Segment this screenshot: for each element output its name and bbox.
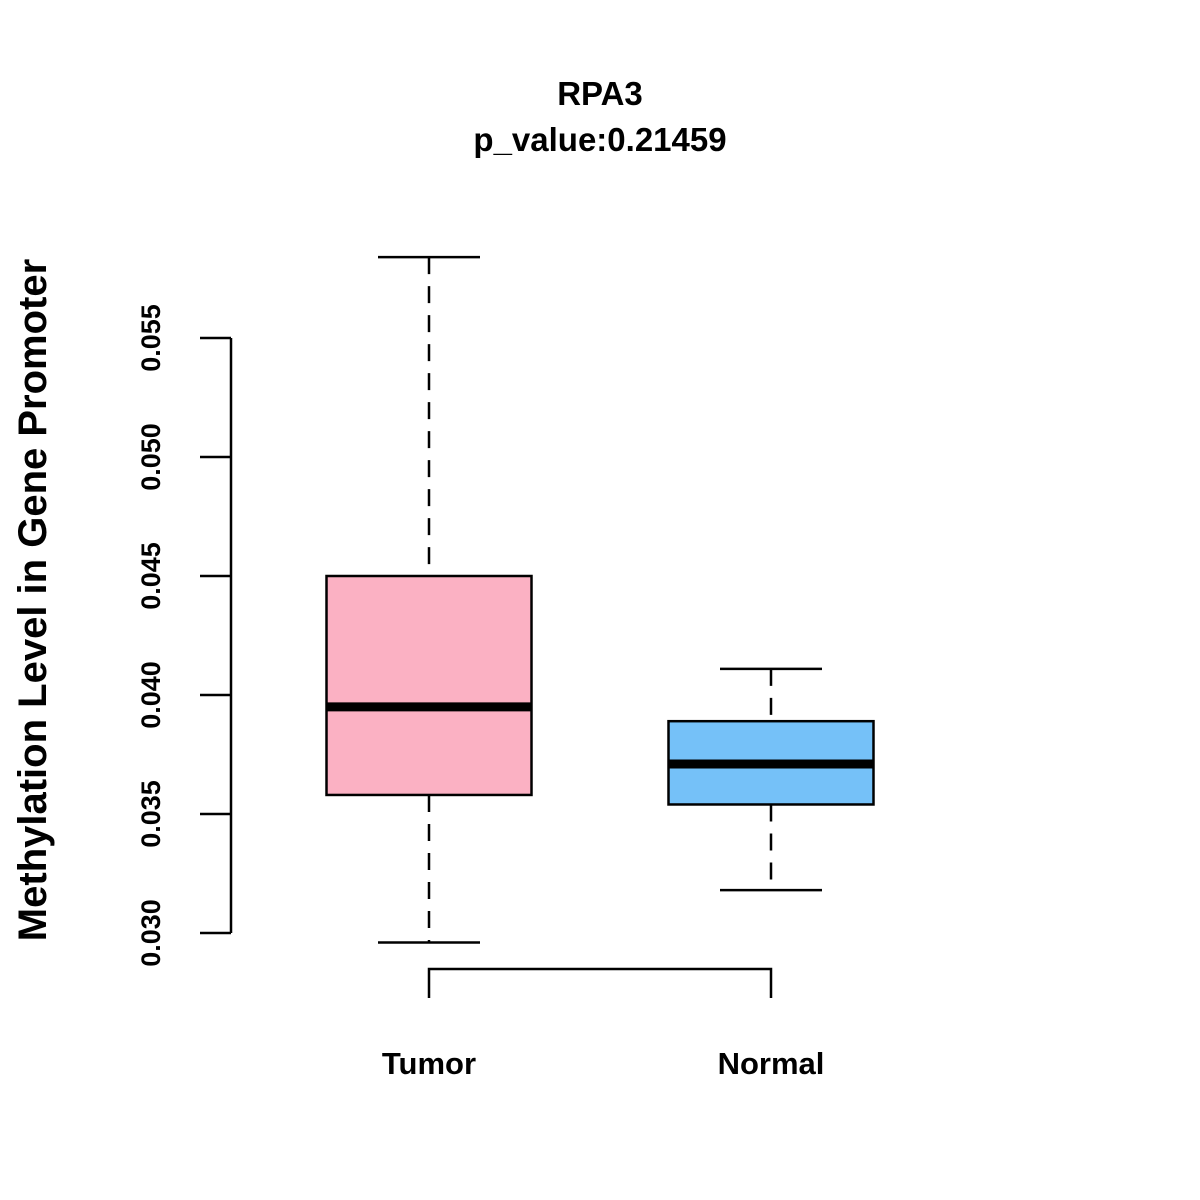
chart-subtitle: p_value:0.21459: [473, 121, 726, 158]
box-iqr: [325, 574, 533, 797]
y-tick-label: 0.050: [136, 423, 166, 491]
y-tick-label: 0.030: [136, 899, 166, 967]
x-axis-labels: Tumor Normal: [382, 1046, 824, 1081]
boxes: [325, 255, 875, 998]
y-tick-label: 0.040: [136, 661, 166, 729]
y-tick-label: 0.035: [136, 780, 166, 848]
box-normal: [667, 667, 875, 892]
x-tick-label: Tumor: [382, 1046, 476, 1081]
x-tick-label: Normal: [718, 1046, 825, 1081]
y-tick-label: 0.055: [136, 304, 166, 372]
chart-title: RPA3: [557, 75, 643, 112]
y-tick-label: 0.045: [136, 542, 166, 610]
y-axis-label: Methylation Level in Gene Promoter: [11, 259, 55, 941]
box-tumor: [325, 255, 533, 944]
y-axis: 0.030 0.035 0.040 0.045 0.050 0.055: [136, 304, 233, 967]
comparison-bracket: [427, 967, 773, 998]
